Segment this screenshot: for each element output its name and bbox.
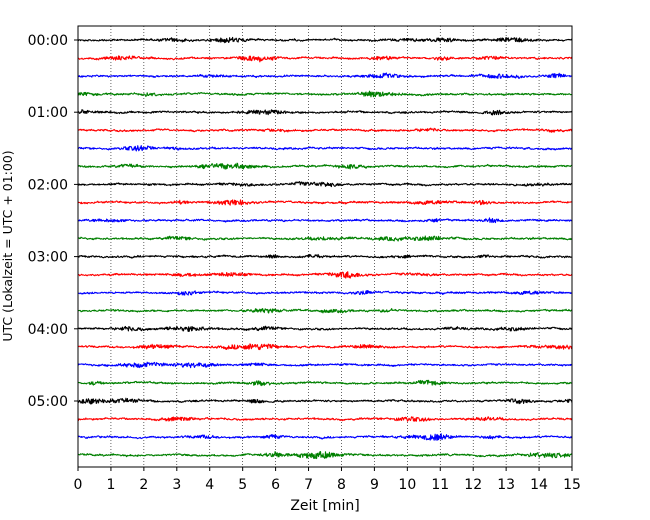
trace-0545	[77, 450, 573, 460]
y-tick-label: 00:00	[28, 33, 68, 49]
trace-0515	[77, 416, 573, 422]
trace-0315	[77, 271, 573, 279]
x-tick-label: 5	[238, 477, 247, 493]
trace-0000	[77, 36, 573, 44]
x-tick-label: 7	[304, 477, 313, 493]
y-axis: 00:00 01:00 02:00 03:00 04:00 05:00	[28, 33, 78, 410]
trace-0430	[77, 361, 573, 369]
x-tick-label: 9	[370, 477, 379, 493]
y-axis-title: UTC (Lokalzeit = UTC + 01:00)	[0, 150, 15, 341]
x-tick-label: 3	[172, 477, 181, 493]
y-tick-label: 03:00	[28, 250, 68, 266]
trace-0230	[77, 217, 573, 224]
x-tick-label: 4	[205, 477, 214, 493]
x-tick-label: 8	[337, 477, 346, 493]
trace-0300	[77, 253, 573, 259]
trace-0500	[77, 397, 573, 405]
trace-0030	[77, 72, 573, 79]
trace-0330	[77, 289, 573, 296]
trace-0415	[77, 343, 573, 351]
trace-layer	[77, 36, 573, 460]
x-axis: 0 1 2 3 4 5 6 7 8 9 10 11 12 13 14 15	[74, 467, 581, 493]
trace-0445	[77, 379, 573, 387]
trace-0345	[77, 308, 573, 314]
trace-0115	[77, 127, 573, 133]
trace-0215	[77, 199, 573, 206]
trace-0130	[77, 145, 573, 152]
trace-0245	[77, 235, 573, 242]
x-tick-label: 12	[464, 477, 482, 493]
y-tick-label: 01:00	[28, 105, 68, 121]
trace-0145	[77, 162, 573, 170]
y-tick-label: 04:00	[28, 322, 68, 338]
x-tick-label: 0	[74, 477, 83, 493]
x-tick-label: 1	[106, 477, 115, 493]
y-tick-label: 05:00	[28, 394, 68, 410]
trace-0200	[77, 181, 573, 188]
trace-0100	[77, 109, 573, 116]
x-tick-label: 6	[271, 477, 280, 493]
plot-frame	[77, 25, 573, 468]
x-axis-title: Zeit [min]	[290, 498, 359, 514]
trace-0530	[77, 433, 573, 441]
trace-0400	[77, 325, 573, 332]
x-tick-label: 10	[398, 477, 416, 493]
x-tick-label: 2	[139, 477, 148, 493]
x-tick-label: 15	[563, 477, 581, 493]
x-tick-label: 14	[530, 477, 548, 493]
trace-0015	[77, 55, 573, 63]
x-tick-label: 11	[431, 477, 449, 493]
x-tick-label: 13	[497, 477, 515, 493]
trace-0045	[77, 90, 573, 98]
y-tick-label: 02:00	[28, 177, 68, 193]
